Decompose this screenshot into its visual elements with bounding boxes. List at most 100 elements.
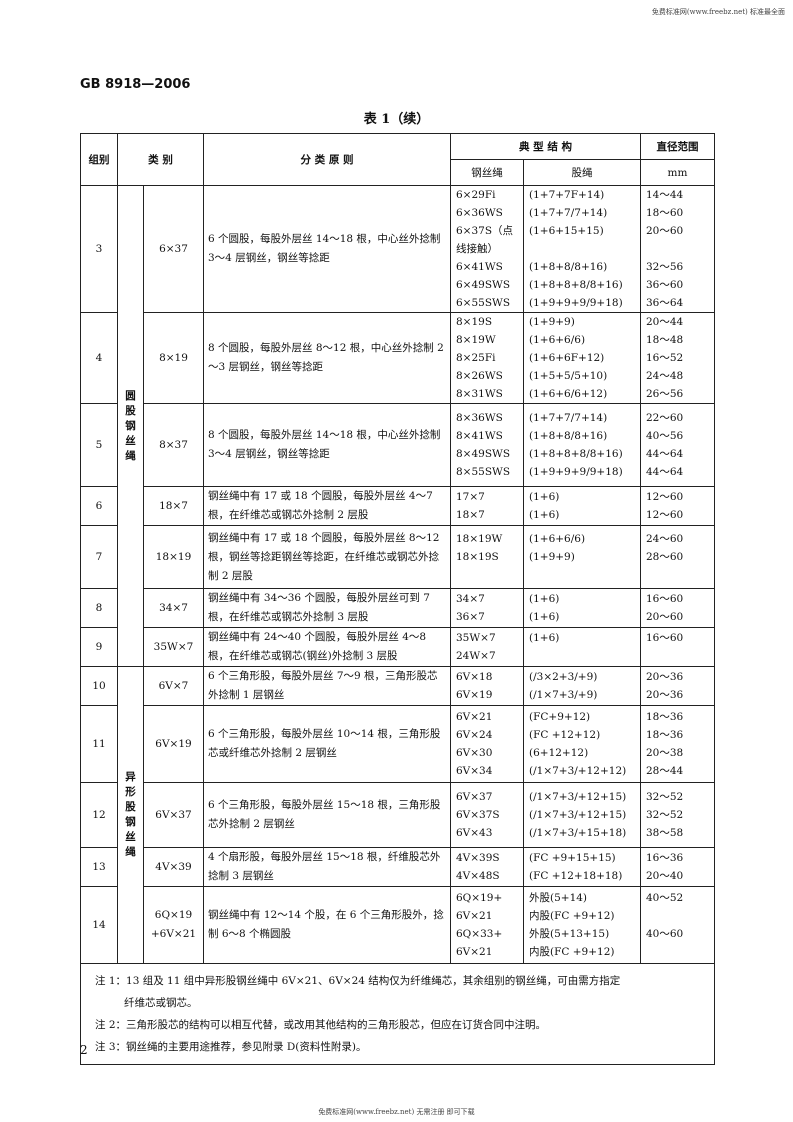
strand-cell: (1+7+7F+14) (1+7+7/7+14) (1+6+15+15) (1+8+8…	[523, 185, 641, 313]
rope-cell: 34×7 36×7	[450, 588, 524, 628]
class-label: 圆股钢丝绳	[125, 389, 136, 462]
rope-line: 18×19W	[456, 533, 503, 545]
note-1: 注 1：13 组及 11 组中异形股钢丝绳中 6V×21、6V×24 结构仅为纤…	[95, 975, 621, 987]
table-caption: 表 1（续）	[363, 112, 430, 127]
rope-line: 6Q×33+	[456, 928, 503, 940]
diameter-cell: 16～60 20～60	[640, 588, 715, 628]
strand-cell: (FC+9+12) (FC +12+12) (6+12+12) (/1×7+3/+12…	[523, 705, 641, 783]
strand-line: 内股(FC +9+12)	[529, 946, 615, 958]
strand-line: (1+6)	[529, 611, 560, 623]
diameter-line	[646, 907, 709, 925]
diameter-line	[646, 566, 709, 584]
strand-line: (1+6+6/6)	[529, 533, 586, 545]
diameter-line: 32～52	[646, 809, 684, 821]
header-group: 组别	[80, 133, 118, 186]
table-row: 9 35W×7 钢丝绳中有 24～40 个圆股，每股外层丝 4～8 根，在纤维芯或钢…	[80, 627, 715, 667]
strand-line: (1+8+8+8/8+16)	[529, 279, 623, 291]
diameter-cell: 22～60 40～56 44～64 44～64	[640, 403, 715, 487]
principle-cell: 钢丝绳中有 17 或 18 个圆股，每股外层丝 4～7 根，在纤维芯或钢芯外捻制…	[203, 486, 451, 526]
table-row: 6 18×7 钢丝绳中有 17 或 18 个圆股，每股外层丝 4～7 根，在纤维芯或…	[80, 486, 715, 526]
principle-cell: 6 个三角形股，每股外层丝 7～9 根，三角形股芯外捻制 1 层钢丝	[203, 666, 451, 706]
table-row: 7 18×19 钢丝绳中有 17 或 18 个圆股，每股外层丝 8～12 根，钢丝等…	[80, 525, 715, 589]
diameter-line: 12～60	[646, 509, 684, 521]
strand-line: (1+7+7/7+14)	[529, 412, 608, 424]
strand-line: (FC +12+12)	[529, 729, 601, 741]
strand-line: (1+6+6F+12)	[529, 352, 605, 364]
strand-line: (1+6)	[529, 491, 560, 503]
strand-line: (1+6+6/6)	[529, 334, 586, 346]
strand-line: (1+8+8/8+16)	[529, 261, 608, 273]
page-number: 2	[80, 1043, 88, 1057]
diameter-line: 20～36	[646, 671, 684, 683]
strand-line: (/1×7+3/+15+18)	[529, 827, 627, 839]
rope-line: 8×19S	[456, 316, 493, 328]
category-cell: 34×7	[143, 588, 204, 628]
principle-cell: 钢丝绳中有 17 或 18 个圆股，每股外层丝 8～12 根，钢丝等捻距钢丝等捻…	[203, 525, 451, 589]
rope-cell: 18×19W 18×19S	[450, 525, 524, 589]
group-cell: 3	[80, 185, 118, 313]
class-label-cell: 圆股钢丝绳	[117, 185, 144, 667]
rope-line: 6V×19	[456, 689, 493, 701]
category-cell: 6V×37	[143, 782, 204, 848]
class-label: 异形股钢丝绳	[125, 771, 136, 858]
rope-cell: 6Q×19+ 6V×21 6Q×33+ 6V×21	[450, 886, 524, 964]
rope-line: 18×19S	[456, 551, 499, 563]
diameter-line: 18～36	[646, 729, 684, 741]
strand-line: 外股(5+14)	[529, 892, 588, 904]
rope-line: 35W×7	[456, 632, 496, 644]
principle-cell: 钢丝绳中有 12～14 个股，在 6 个三角形股外，捻制 6～8 个椭圆股	[203, 886, 451, 964]
category-cell: 6V×7	[143, 666, 204, 706]
diameter-line: 14～44	[646, 189, 684, 201]
rope-line: 8×26WS	[456, 370, 503, 382]
category-cell: 8×37	[143, 403, 204, 487]
principle-cell: 6 个圆股，每股外层丝 14～18 根，中心丝外捻制 3～4 层钢丝，钢丝等捻距	[203, 185, 451, 313]
strand-cell: (1+7+7/7+14) (1+8+8/8+16) (1+8+8+8/8+16) (1…	[523, 403, 641, 487]
diameter-line: 20～40	[646, 870, 684, 882]
rope-line: 34×7	[456, 593, 485, 605]
rope-line: 8×55SWS	[456, 466, 511, 478]
strand-cell: (FC +9+15+15) (FC +12+18+18)	[523, 847, 641, 887]
rope-line: 线接触）	[456, 243, 498, 255]
diameter-line: 38～58	[646, 827, 684, 839]
diameter-line: 40～52	[646, 892, 684, 904]
diameter-line: 44～64	[646, 466, 684, 478]
strand-line: (1+8+8/8+16)	[529, 430, 608, 442]
strand-line: (1+6)	[529, 632, 560, 644]
rope-line: 6×36WS	[456, 207, 503, 219]
diameter-line	[646, 943, 709, 961]
strand-line: (1+9+9)	[529, 551, 575, 563]
category-cell: 6V×19	[143, 705, 204, 783]
strand-cell: (/1×7+3/+12+15) (/1×7+3/+12+15) (/1×7+3/+1…	[523, 782, 641, 848]
table-row: 5 8×37 8 个圆股，每股外层丝 14～18 根，中心丝外捻制 3～4 层钢丝，…	[80, 403, 715, 487]
diameter-line: 18～48	[646, 334, 684, 346]
rope-line: 8×19W	[456, 334, 496, 346]
strand-line: (/1×7+3/+12+15)	[529, 809, 627, 821]
watermark-bottom: 免费标准网(www.freebz.net) 无需注册 即可下载	[318, 1108, 475, 1116]
rope-line: 6V×24	[456, 729, 493, 741]
header-category: 类 别	[117, 133, 204, 186]
rope-line: 6V×43	[456, 827, 493, 839]
category-cell: 8×19	[143, 312, 204, 404]
principle-cell: 6 个三角形股，每股外层丝 10～14 根，三角形股芯或纤维芯外捻制 2 层钢丝	[203, 705, 451, 783]
rope-line: 4V×39S	[456, 852, 500, 864]
diameter-line: 16～36	[646, 852, 684, 864]
diameter-cell: 16～60	[640, 627, 715, 667]
diameter-line: 20～38	[646, 747, 684, 759]
diameter-line: 24～48	[646, 370, 684, 382]
table-row: 14 6Q×19 +6V×21 钢丝绳中有 12～14 个股，在 6 个三角形股外，…	[80, 886, 715, 964]
table-row: 12 6V×37 6 个三角形股，每股外层丝 15～18 根，三角形股芯外捻制 2 …	[80, 782, 715, 848]
principle-cell: 钢丝绳中有 24～40 个圆股，每股外层丝 4～8 根，在纤维芯或钢芯(钢丝)外…	[203, 627, 451, 667]
rope-line: 17×7	[456, 491, 485, 503]
rope-line: 8×31WS	[456, 388, 503, 400]
diameter-line: 18～60	[646, 207, 684, 219]
strand-line: (1+6)	[529, 593, 560, 605]
diameter-line: 12～60	[646, 491, 684, 503]
diameter-line: 16～60	[646, 632, 684, 644]
table-row: 10 异形股钢丝绳 6V×7 6 个三角形股，每股外层丝 7～9 根，三角形股芯外捻制…	[80, 666, 715, 964]
rope-line: 6V×30	[456, 747, 493, 759]
strand-cell: (1+6)	[523, 627, 641, 667]
diameter-line: 24～60	[646, 533, 684, 545]
rope-line: 6×29Fi	[456, 189, 496, 201]
strand-cell: (1+9+9) (1+6+6/6) (1+6+6F+12) (1+5+5/5+10) (…	[523, 312, 641, 404]
diameter-line: 32～56	[646, 261, 684, 273]
